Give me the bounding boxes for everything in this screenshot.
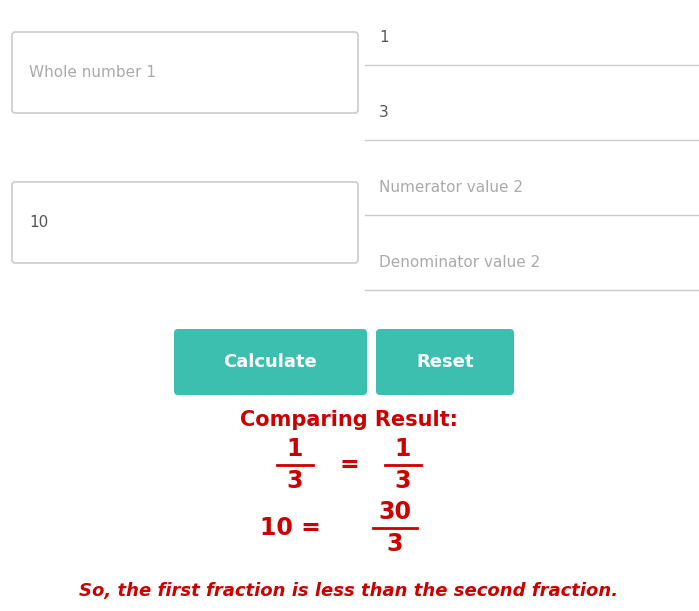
FancyBboxPatch shape	[12, 182, 358, 263]
Text: So, the first fraction is less than the second fraction.: So, the first fraction is less than the …	[80, 582, 619, 600]
Bar	[365, 235, 699, 290]
Text: Whole number 1: Whole number 1	[29, 65, 156, 80]
Text: 3: 3	[395, 469, 411, 493]
Text: 10: 10	[29, 215, 48, 230]
Text: Numerator value 2: Numerator value 2	[379, 180, 523, 195]
FancyBboxPatch shape	[174, 329, 367, 395]
Text: 1: 1	[287, 437, 303, 461]
Text: =: =	[339, 453, 359, 477]
Text: 3: 3	[379, 105, 389, 120]
Text: Denominator value 2: Denominator value 2	[379, 255, 540, 270]
Bar	[365, 160, 699, 215]
Text: Comparing Result:: Comparing Result:	[240, 410, 458, 430]
Bar	[365, 10, 699, 65]
FancyBboxPatch shape	[376, 329, 514, 395]
Text: 1: 1	[395, 437, 411, 461]
Text: Reset: Reset	[416, 353, 474, 371]
Text: 3: 3	[387, 532, 403, 556]
Text: Calculate: Calculate	[224, 353, 317, 371]
Text: 1: 1	[379, 30, 389, 45]
Text: 10 =: 10 =	[259, 516, 320, 540]
Bar	[365, 85, 699, 140]
Text: 3: 3	[287, 469, 303, 493]
FancyBboxPatch shape	[12, 32, 358, 113]
Text: 30: 30	[378, 500, 412, 524]
